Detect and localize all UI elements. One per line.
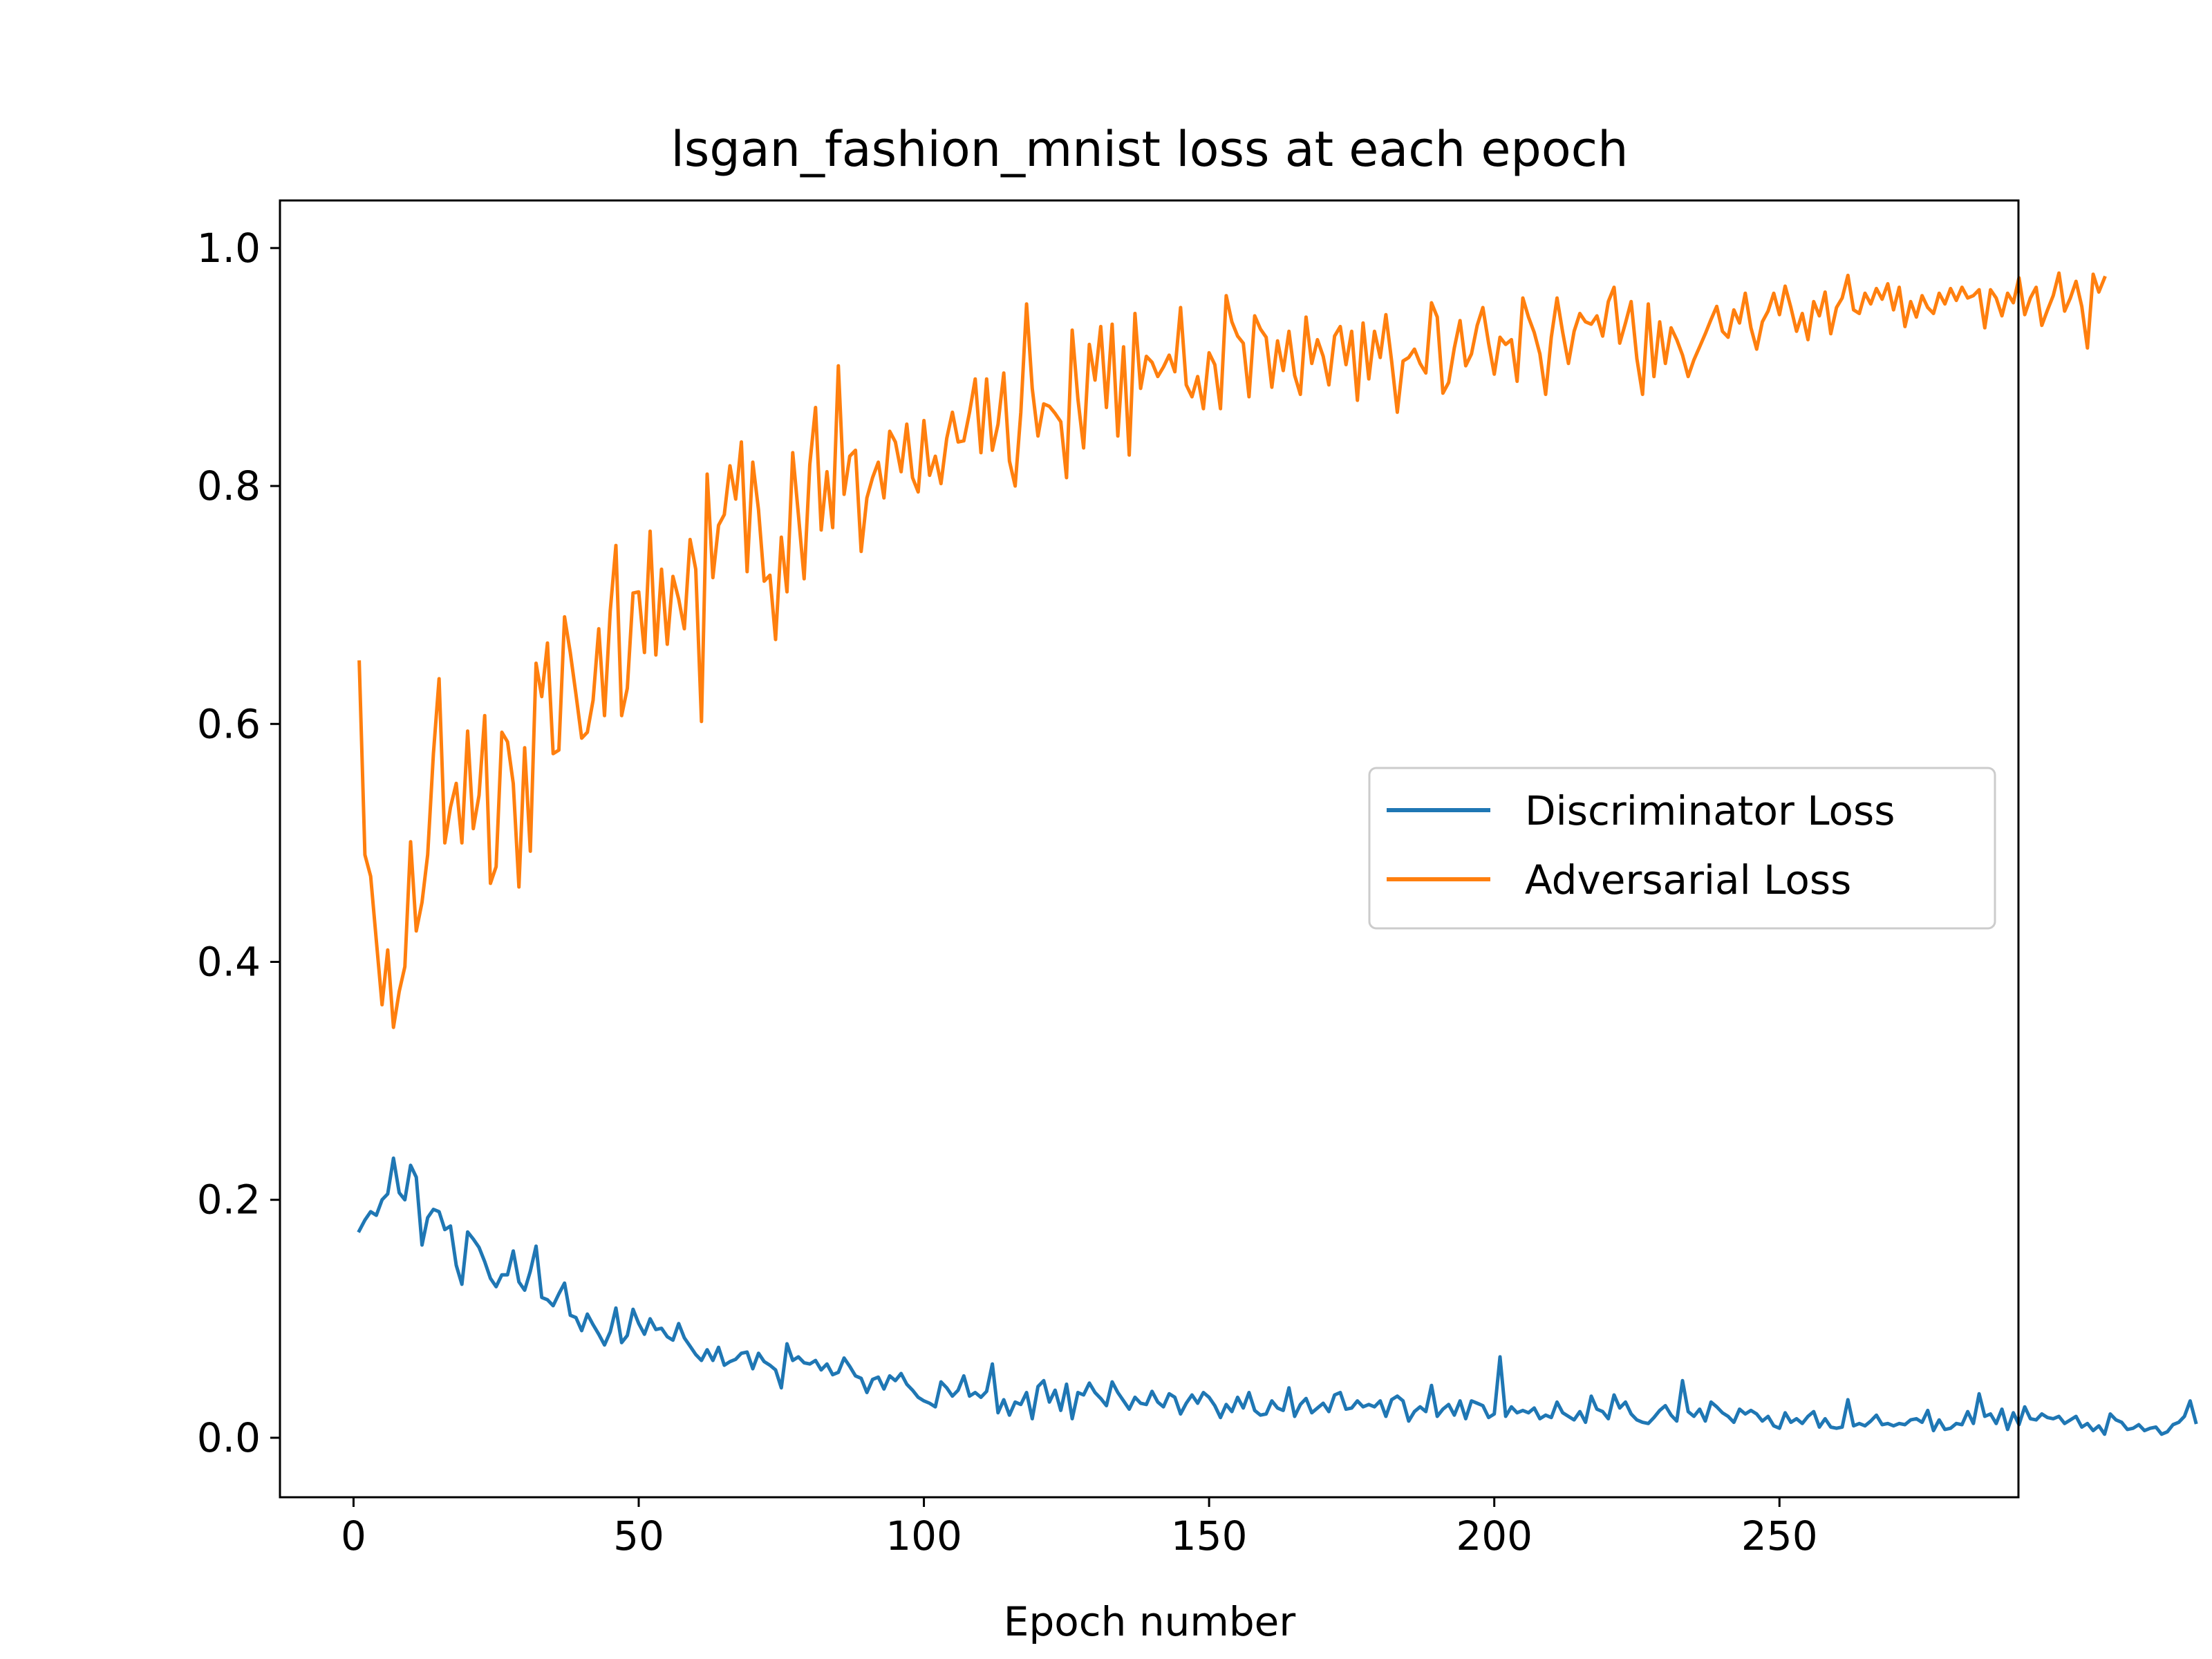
y-axis-ticks: 0.0 0.2 0.4 0.6 0.8 1.0 — [197, 225, 280, 1461]
chart-title: lsgan_fashion_mnist loss at each epoch — [671, 121, 1628, 178]
y-tick-label-1: 0.2 — [197, 1177, 261, 1224]
x-tick-label-3: 150 — [1171, 1512, 1248, 1559]
x-tick-label-1: 50 — [613, 1512, 664, 1559]
x-tick-label-2: 100 — [885, 1512, 962, 1559]
y-tick-label-2: 0.4 — [197, 939, 261, 986]
x-tick-label-4: 200 — [1456, 1512, 1533, 1559]
legend-label-discriminator: Discriminator Loss — [1525, 787, 1895, 834]
x-tick-label-0: 0 — [341, 1512, 366, 1559]
y-tick-label-0: 0.0 — [197, 1414, 261, 1461]
series-line-1 — [357, 271, 2107, 1029]
axes-frame — [279, 199, 2020, 1499]
y-tick-label-4: 0.8 — [197, 462, 261, 509]
y-tick-label-5: 1.0 — [197, 225, 261, 272]
x-axis-ticks: 0 50 100 150 200 250 — [341, 1497, 1818, 1559]
x-axis-label: Epoch number — [1004, 1598, 1296, 1645]
legend-box — [1368, 767, 1996, 930]
plot-area — [279, 199, 2198, 1499]
series-layer — [357, 271, 2198, 1436]
legend-label-adversarial: Adversarial Loss — [1525, 856, 1851, 903]
y-tick-label-3: 0.6 — [197, 700, 261, 747]
legend: Discriminator Loss Adversarial Loss — [1368, 767, 1996, 930]
x-tick-label-5: 250 — [1741, 1512, 1818, 1559]
series-line-0 — [357, 1156, 2198, 1436]
